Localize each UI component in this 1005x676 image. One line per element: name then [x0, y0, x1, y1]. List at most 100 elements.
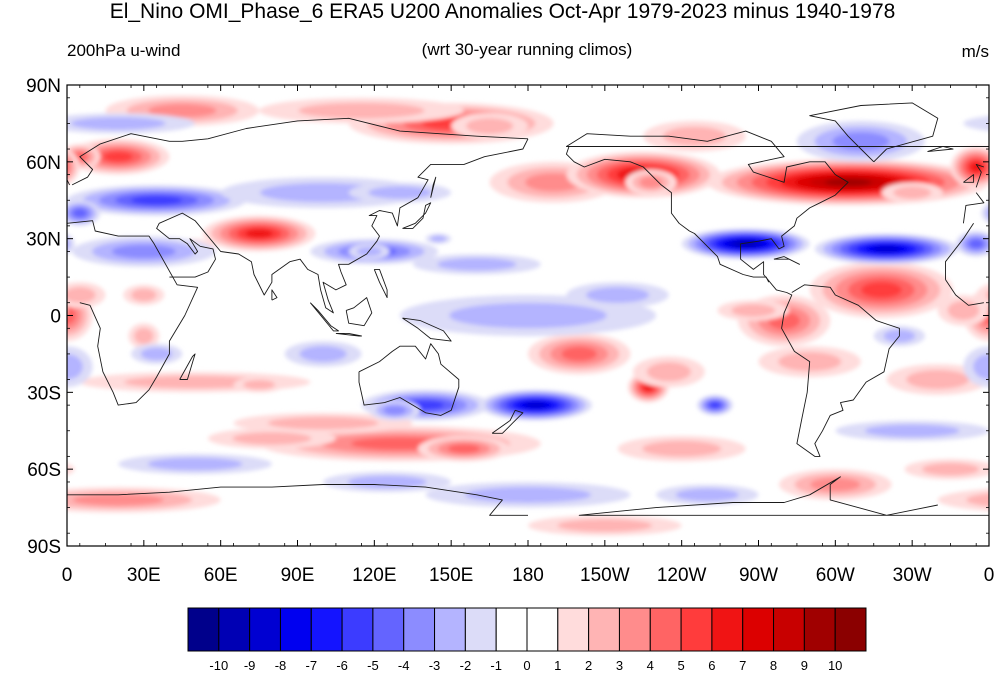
colorbar-swatch — [310, 607, 343, 652]
colorbar-label: 7 — [739, 658, 746, 673]
colorbar-swatch — [341, 607, 374, 652]
coastline — [345, 297, 373, 327]
negative-anomaly-contour — [140, 347, 173, 361]
positive-anomaly-contour — [998, 142, 1005, 171]
negative-anomaly-contour — [368, 186, 432, 199]
colorbar-swatch — [773, 607, 805, 652]
negative-anomaly-contour — [72, 208, 87, 218]
negative-anomaly-contour — [969, 239, 984, 249]
coastline — [491, 409, 524, 434]
negative-anomaly-contour — [525, 402, 547, 408]
positive-anomaly-contour — [0, 186, 9, 199]
colorbar-swatch — [403, 607, 436, 652]
negative-anomaly-contour — [973, 354, 989, 380]
negative-anomaly-contour — [873, 246, 900, 252]
colorbar-label: -10 — [209, 658, 228, 673]
coastline — [565, 146, 770, 283]
positive-anomaly-contour — [148, 103, 217, 118]
coastline — [271, 289, 278, 301]
negative-anomaly-contour — [832, 132, 890, 151]
colorbar-swatch — [464, 607, 497, 652]
positive-anomaly-contour — [232, 432, 312, 445]
negative-anomaly-contour — [963, 115, 989, 131]
positive-anomaly-contour — [0, 169, 8, 196]
negative-anomaly-contour — [985, 207, 989, 220]
positive-anomaly-contour — [643, 383, 654, 391]
colorbar-label: 10 — [828, 658, 842, 673]
positive-anomaly-contour — [966, 493, 989, 507]
positive-anomaly-contour — [124, 375, 266, 389]
positive-anomaly-contour — [72, 494, 164, 506]
y-tick-label: 30N — [26, 230, 61, 251]
coastline — [402, 317, 452, 342]
colorbar-swatch — [680, 607, 713, 652]
positive-anomaly-contour — [131, 288, 157, 302]
coastline — [927, 146, 954, 153]
positive-anomaly-contour — [134, 328, 154, 344]
colorbar-label: -4 — [398, 658, 410, 673]
x-tick-label: 60E — [204, 565, 238, 586]
positive-anomaly-contour — [989, 139, 1005, 175]
variable-label: 200hPa u-wind — [67, 41, 181, 60]
colorbar-label: 6 — [708, 658, 715, 673]
x-tick-label: 30E — [127, 565, 161, 586]
coastline — [156, 138, 529, 314]
negative-anomaly-contour — [465, 486, 591, 503]
negative-anomaly-contour — [586, 287, 650, 303]
x-tick-label: 150E — [429, 565, 473, 586]
negative-anomaly-contour — [0, 239, 11, 259]
positive-anomaly-contour — [0, 167, 23, 199]
coastline — [373, 268, 388, 299]
y-tick-label: 90S — [27, 537, 61, 558]
positive-anomaly-contour — [986, 290, 989, 300]
colorbar-label: -5 — [367, 658, 379, 673]
positive-anomaly-contour — [947, 300, 980, 320]
colorbar-swatch — [742, 607, 775, 652]
coastline — [565, 130, 989, 457]
positive-anomaly-contour — [267, 416, 379, 430]
y-tick-label: 60S — [27, 460, 61, 481]
colorbar-label: 4 — [647, 658, 654, 673]
positive-anomaly-contour — [937, 488, 989, 511]
positive-anomaly-contour — [0, 272, 6, 308]
x-tick-label: 90E — [281, 565, 315, 586]
coastlines — [67, 102, 989, 516]
positive-anomaly-contour — [67, 287, 96, 303]
negative-anomaly-contour — [994, 236, 1005, 267]
colorbar-swatch — [218, 607, 251, 652]
positive-anomaly-contour — [642, 440, 722, 457]
colorbar-label: 5 — [677, 658, 684, 673]
negative-anomaly-contour — [131, 195, 183, 205]
x-tick-label: 90W — [739, 565, 778, 586]
negative-anomaly-contour — [430, 235, 447, 242]
positive-anomaly-contour — [103, 151, 133, 162]
coastline — [430, 176, 437, 198]
y-tick-label: 90N — [26, 76, 61, 97]
negative-anomaly-contour — [70, 117, 166, 130]
colorbar-swatch — [588, 607, 620, 652]
coastline — [358, 343, 460, 416]
negative-anomaly-contour — [709, 402, 721, 408]
colorbar-swatch — [649, 607, 682, 652]
negative-anomaly-contour — [67, 354, 83, 380]
colorbar-label: 2 — [585, 658, 592, 673]
colorbar-label: -2 — [460, 658, 472, 673]
positive-anomaly-contour — [0, 182, 21, 202]
colorbar-label: 3 — [616, 658, 623, 673]
positive-anomaly-contour — [243, 380, 275, 390]
negative-anomaly-contour — [990, 206, 1005, 220]
positive-anomaly-contour — [995, 494, 1005, 505]
colorbar-label: -3 — [429, 658, 441, 673]
colorbar-swatch — [618, 607, 651, 652]
positive-anomaly-contour — [0, 267, 18, 313]
positive-anomaly-contour — [245, 229, 273, 238]
coastline — [335, 332, 362, 337]
coastline — [67, 476, 989, 516]
positive-anomaly-contour — [893, 186, 932, 199]
coastline — [309, 302, 339, 332]
colorbar-swatch — [495, 607, 528, 652]
coastline — [963, 174, 975, 183]
negative-anomaly-contour — [383, 405, 407, 415]
positive-anomaly-contour — [561, 346, 597, 361]
x-tick-label: 150W — [580, 565, 630, 586]
